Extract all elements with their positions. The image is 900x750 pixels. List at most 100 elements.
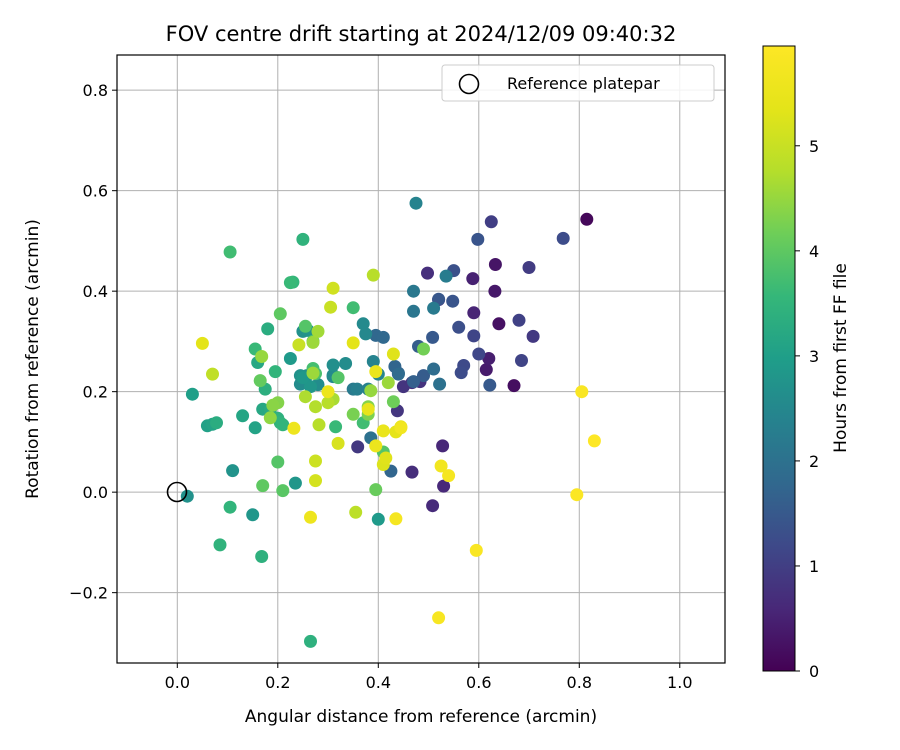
scatter-point bbox=[466, 272, 480, 286]
scatter-point bbox=[434, 459, 448, 473]
axis-ticks: 0.0 0.2 0.4 0.6 0.8 1.0 −0.2 0.0 0.2 0.4 0.6 0.8 bbox=[69, 81, 692, 692]
scatter-point bbox=[324, 300, 338, 314]
scatter-point bbox=[381, 376, 395, 390]
x-tick-label: 1.0 bbox=[667, 673, 692, 692]
scatter-point bbox=[556, 231, 570, 245]
chart-title: FOV centre drift starting at 2024/12/09 … bbox=[166, 22, 677, 46]
scatter-point bbox=[346, 301, 360, 315]
scatter-point bbox=[349, 505, 363, 519]
plot-frame bbox=[116, 54, 726, 664]
scatter-point bbox=[407, 284, 420, 298]
scatter-point bbox=[287, 421, 301, 435]
scatter-point bbox=[253, 374, 267, 388]
scatter-point bbox=[185, 387, 199, 401]
scatter-point bbox=[369, 439, 383, 453]
scatter-point bbox=[331, 371, 345, 385]
colorbar-tick-label: 1 bbox=[809, 557, 819, 576]
colorbar: 0 1 2 3 4 5 Hours from first FF file bbox=[762, 45, 851, 681]
scatter-point bbox=[433, 377, 447, 391]
scatter-point bbox=[298, 319, 312, 333]
y-axis-label: Rotation from reference (arcmin) bbox=[23, 219, 43, 499]
scatter-point bbox=[276, 418, 290, 432]
scatter-point bbox=[331, 436, 345, 450]
colorbar-tick-label: 2 bbox=[809, 452, 819, 471]
scatter-point bbox=[436, 439, 450, 453]
scatter-point bbox=[396, 380, 410, 394]
scatter-point bbox=[306, 335, 320, 349]
scatter-point bbox=[469, 543, 483, 557]
scatter-point bbox=[376, 330, 390, 344]
scatter-point bbox=[255, 350, 269, 363]
scatter-point bbox=[437, 479, 451, 493]
scatter-point bbox=[309, 400, 322, 414]
scatter-point bbox=[391, 367, 405, 381]
scatter-point bbox=[321, 385, 335, 399]
scatter-point bbox=[296, 232, 310, 246]
scatter-point bbox=[261, 322, 275, 336]
scatter-point bbox=[288, 476, 302, 490]
scatter-point bbox=[492, 317, 506, 331]
scatter-point bbox=[386, 395, 400, 409]
scatter-point bbox=[283, 352, 297, 365]
y-tick-label: 0.4 bbox=[83, 282, 108, 301]
scatter-point bbox=[266, 398, 280, 412]
scatter-point bbox=[273, 307, 287, 321]
scatter-point bbox=[580, 212, 594, 226]
scatter-point bbox=[417, 369, 430, 383]
scatter-point bbox=[306, 366, 320, 380]
scatter-point bbox=[369, 483, 383, 497]
scatter-point bbox=[356, 317, 370, 331]
scatter-point bbox=[575, 385, 589, 399]
scatter-point bbox=[346, 407, 360, 421]
scatter-point bbox=[271, 455, 285, 469]
scatter-point bbox=[226, 464, 240, 478]
scatter-point bbox=[483, 378, 497, 392]
scatter-point bbox=[359, 327, 373, 341]
scatter-point bbox=[304, 510, 317, 524]
scatter-point bbox=[292, 338, 306, 352]
scatter-point bbox=[488, 284, 502, 298]
scatter-point bbox=[432, 611, 446, 625]
x-tick-label: 0.2 bbox=[265, 673, 290, 692]
scatter-point bbox=[407, 375, 420, 389]
scatter-point bbox=[350, 382, 364, 396]
colorbar-ticks: 0 1 2 3 4 5 bbox=[795, 137, 819, 681]
scatter-point bbox=[407, 304, 420, 318]
scatter-point bbox=[439, 269, 453, 283]
scatter-point bbox=[467, 329, 481, 343]
scatter-point bbox=[346, 336, 360, 350]
scatter-point bbox=[339, 357, 353, 370]
scatter-point bbox=[195, 336, 209, 350]
scatter-point bbox=[326, 358, 340, 372]
scatter-point bbox=[409, 196, 423, 210]
y-tick-label: 0.2 bbox=[83, 383, 108, 402]
scatter-point bbox=[570, 488, 584, 502]
x-tick-label: 0.6 bbox=[466, 673, 491, 692]
scatter-point bbox=[427, 301, 441, 315]
scatter-point bbox=[426, 499, 440, 513]
scatter-point bbox=[522, 261, 536, 274]
scatter-point bbox=[426, 330, 440, 344]
x-tick-label: 0.8 bbox=[567, 673, 592, 692]
scatter-point bbox=[311, 324, 325, 338]
y-tick-label: 0.6 bbox=[83, 182, 108, 201]
y-tick-label: 0.8 bbox=[83, 81, 108, 100]
scatter-point bbox=[268, 365, 282, 379]
legend-reference-icon bbox=[458, 73, 480, 95]
colorbar-tick-label: 0 bbox=[809, 662, 819, 681]
x-tick-label: 0.4 bbox=[366, 673, 391, 692]
reference-platepar-marker bbox=[166, 481, 188, 503]
scatter-point bbox=[246, 508, 260, 522]
scatter-point bbox=[283, 276, 297, 290]
scatter-point bbox=[442, 469, 456, 483]
scatter-point bbox=[236, 409, 250, 423]
scatter-point bbox=[263, 411, 277, 425]
scatter-point bbox=[369, 365, 383, 379]
scatter-point bbox=[507, 379, 521, 393]
scatter-point bbox=[276, 484, 290, 498]
scatter-point bbox=[321, 396, 335, 410]
scatter-point bbox=[329, 420, 343, 434]
scatter-point bbox=[472, 347, 486, 361]
scatter-point bbox=[386, 347, 400, 361]
